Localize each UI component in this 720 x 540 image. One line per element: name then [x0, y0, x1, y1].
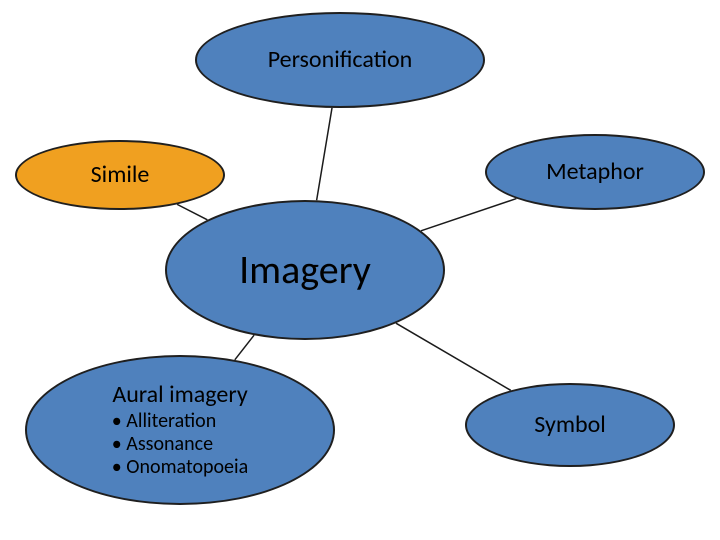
node-personification: Personification: [195, 12, 485, 108]
node-label: Imagery: [239, 247, 371, 293]
node-label: Aural imagery: [112, 381, 247, 409]
node-label: Metaphor: [546, 158, 644, 186]
diagram-canvas: Personification Simile Metaphor Imagery …: [0, 0, 720, 540]
bullet-item: • Onomatopoeia: [112, 456, 248, 479]
aural-bullets: • Alliteration • Assonance • Onomatopoei…: [112, 410, 248, 479]
edge-line: [177, 204, 207, 219]
edge-line: [396, 323, 511, 390]
node-imagery-center: Imagery: [165, 200, 445, 340]
node-metaphor: Metaphor: [485, 134, 705, 210]
edge-line: [421, 199, 516, 231]
node-simile: Simile: [15, 140, 225, 210]
node-label: Personification: [268, 46, 413, 74]
node-aural-imagery: Aural imagery • Alliteration • Assonance…: [25, 355, 335, 505]
edge-line: [235, 335, 254, 360]
bullet-item: • Assonance: [112, 433, 213, 456]
node-label: Symbol: [534, 411, 606, 439]
node-symbol: Symbol: [465, 383, 675, 467]
node-label: Simile: [91, 161, 150, 189]
edge-line: [317, 108, 332, 200]
bullet-item: • Alliteration: [112, 410, 216, 433]
